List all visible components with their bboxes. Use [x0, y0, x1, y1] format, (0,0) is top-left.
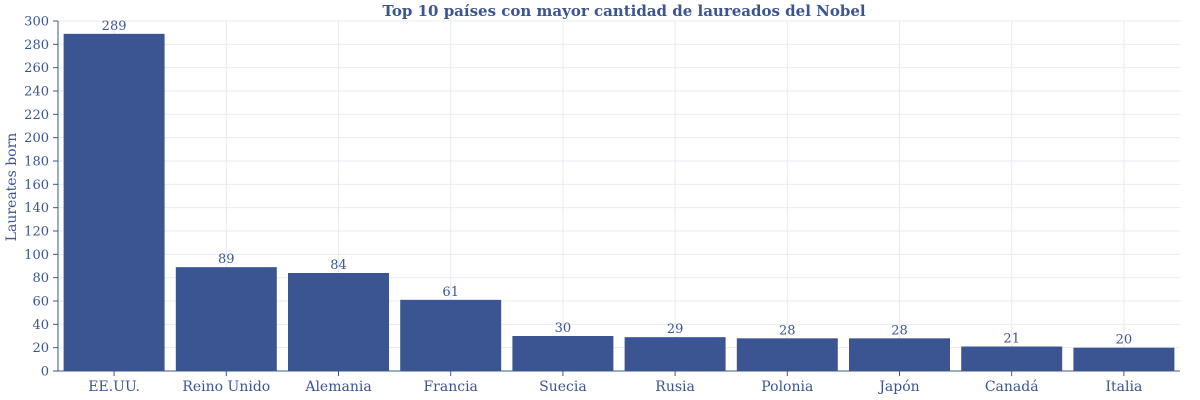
data-label: 289	[102, 19, 127, 34]
chart-title: Top 10 países con mayor cantidad de laur…	[382, 2, 865, 20]
y-axis: 0 20 40 60 80 100 120 140 160 180 200 220 240 260 280 3…	[24, 15, 59, 380]
y-tick-label: 140	[24, 201, 49, 216]
y-tick-label: 240	[24, 85, 49, 100]
y-tick-label: 220	[24, 108, 49, 123]
bar	[624, 337, 726, 371]
y-axis-label: Laureates born	[4, 133, 20, 242]
bar	[736, 338, 838, 371]
y-tick-label: 40	[32, 318, 49, 333]
y-tick-label: 180	[24, 155, 49, 170]
gridlines	[58, 20, 1180, 372]
data-label: 28	[891, 323, 908, 338]
data-labels: 289 89 84 61 30 29 28 28 21 20	[102, 19, 1132, 348]
bar	[63, 33, 165, 371]
x-tick-label: Alemania	[304, 379, 371, 395]
y-tick-label: 100	[24, 248, 49, 263]
y-tick-label: 280	[24, 38, 49, 53]
x-tick-label: Italia	[1105, 379, 1142, 395]
data-label: 84	[330, 258, 347, 273]
bar	[512, 336, 614, 371]
data-label: 21	[1003, 332, 1020, 347]
bar	[288, 273, 389, 371]
x-tick-label: EE.UU.	[88, 379, 140, 395]
data-label: 61	[442, 285, 459, 300]
data-label: 29	[667, 322, 684, 337]
x-tick-label: Polonia	[761, 379, 813, 395]
y-tick-label: 0	[41, 365, 49, 380]
y-tick-label: 300	[24, 15, 49, 30]
x-tick-label: Reino Unido	[182, 379, 270, 395]
bar	[175, 267, 277, 371]
x-tick-label: Rusia	[655, 379, 695, 395]
y-tick-label: 200	[24, 131, 49, 146]
y-tick-label: 80	[32, 271, 49, 286]
bar	[961, 346, 1063, 371]
x-tick-label: Suecia	[539, 379, 587, 395]
x-tick-label: Canadá	[985, 379, 1039, 395]
bar	[400, 299, 502, 371]
y-tick-label: 60	[32, 295, 49, 310]
data-label: 28	[779, 323, 796, 338]
data-label: 89	[218, 252, 235, 267]
data-label: 20	[1116, 333, 1133, 348]
y-tick-label: 20	[32, 341, 49, 356]
x-tick-label: Francia	[423, 379, 477, 395]
bar	[1073, 347, 1175, 371]
data-label: 30	[555, 321, 572, 336]
y-tick-label: 160	[24, 178, 49, 193]
y-tick-label: 120	[24, 225, 49, 240]
x-axis: EE.UU. Reino Unido Alemania Francia Suecia Ru…	[58, 370, 1180, 395]
bar	[849, 338, 950, 371]
y-tick-label: 260	[24, 61, 49, 76]
bars	[63, 33, 1175, 371]
x-tick-label: Japón	[877, 379, 919, 395]
